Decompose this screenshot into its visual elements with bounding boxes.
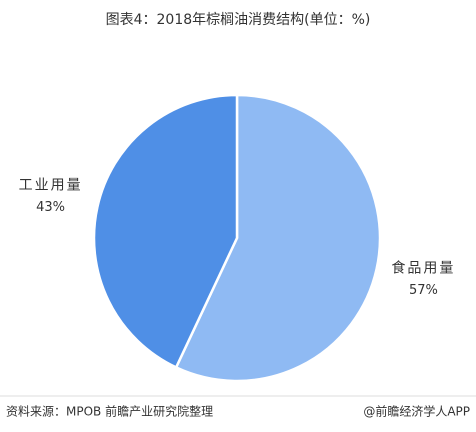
slice-label: 食品用量 xyxy=(391,260,455,277)
value-label: 57% xyxy=(409,283,438,298)
slice-label: 工业用量 xyxy=(19,177,83,193)
pie-slice xyxy=(92,93,239,370)
chart-title: 图表4：2018年棕榈油消费结构(单位：%) xyxy=(106,12,371,28)
source-note: 资料来源：MPOB 前瞻产业研究院整理 xyxy=(6,404,213,419)
credit: @前瞻经济学人APP xyxy=(363,404,470,419)
value-label: 43% xyxy=(36,200,65,215)
pie-slice xyxy=(174,93,382,383)
